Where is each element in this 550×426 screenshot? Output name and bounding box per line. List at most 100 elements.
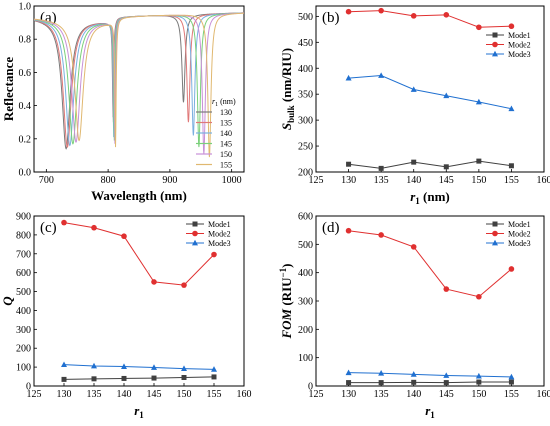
data-point-Mode1 xyxy=(181,375,187,380)
legend-marker xyxy=(492,230,498,237)
x-label-sub: 1 xyxy=(430,410,435,420)
data-point-Mode2 xyxy=(443,286,450,292)
legend-marker xyxy=(192,230,198,237)
y-tick-label: 0 xyxy=(26,382,31,393)
y-tick-label: 0.6 xyxy=(19,68,32,79)
y-tick-label: 700 xyxy=(16,249,31,260)
series-line-Mode3 xyxy=(348,75,512,110)
data-point-Mode3 xyxy=(410,371,417,377)
x-tick-label: 130 xyxy=(341,175,356,186)
legend-label: 135 xyxy=(220,119,232,128)
x-tick-label: 160 xyxy=(537,175,550,186)
y-tick-label: 0 xyxy=(308,382,313,393)
y-label-sup: −1 xyxy=(278,267,288,277)
legend-marker xyxy=(192,221,198,227)
x-axis-label: r1 xyxy=(425,403,435,420)
plot-frame xyxy=(33,5,245,173)
panel-c: 125 130 135 140 145 150 155 1600100200300400500… xyxy=(0,212,252,421)
legend-label: 155 xyxy=(220,161,232,170)
data-point-Mode3 xyxy=(378,72,385,78)
legend-label: Mode2 xyxy=(508,41,531,50)
legend-label: Mode1 xyxy=(208,220,231,229)
panel-d: 125 130 135 140 145 150 155 1600100200300400500… xyxy=(278,212,550,421)
legend-label: Mode2 xyxy=(208,230,231,239)
data-point-Mode1 xyxy=(476,158,482,164)
x-axis-label: r1 xyxy=(134,403,144,420)
x-tick-label: 160 xyxy=(237,389,252,400)
legend-marker xyxy=(492,50,498,57)
data-point-Mode2 xyxy=(476,293,482,300)
data-point-Mode1 xyxy=(508,163,514,169)
y-axis-label: Reflectance xyxy=(1,57,16,121)
data-point-Mode3 xyxy=(211,366,217,372)
x-tick-label: 145 xyxy=(147,389,162,400)
y-tick-label: 0.4 xyxy=(19,101,32,112)
y-tick-label: 800 xyxy=(16,230,31,241)
y-tick-label: 100 xyxy=(298,353,313,364)
data-point-Mode3 xyxy=(508,105,515,112)
data-point-Mode1 xyxy=(61,376,67,382)
data-point-Mode2 xyxy=(508,23,515,30)
y-tick-label: 250 xyxy=(298,142,313,153)
y-label-unit: (nm/RIU) xyxy=(279,48,294,105)
data-point-Mode3 xyxy=(61,361,67,368)
panel-a: 700 800 900 10000.00.20.40.60.81.0(a)Wavele… xyxy=(1,2,245,203)
panel-b: 125 130 135 140 145 150 155 160 200 250 300 350 400 4… xyxy=(279,5,550,206)
data-point-Mode1 xyxy=(346,380,352,386)
legend-label: 130 xyxy=(220,108,232,117)
data-point-Mode2 xyxy=(61,219,67,226)
data-point-Mode1 xyxy=(346,161,352,167)
data-point-Mode1 xyxy=(121,375,127,381)
data-point-Mode2 xyxy=(508,266,515,272)
y-label-main: S xyxy=(279,123,294,130)
data-point-Mode1 xyxy=(91,376,97,382)
legend-marker xyxy=(192,239,198,246)
y-tick-label: 0.2 xyxy=(19,134,32,145)
x-tick-label: 140 xyxy=(406,175,421,186)
data-point-Mode3 xyxy=(345,74,352,81)
x-tick-label: 125 xyxy=(309,389,324,400)
data-point-Mode1 xyxy=(508,379,514,385)
data-point-Mode2 xyxy=(211,251,217,258)
legend-label: Mode1 xyxy=(508,31,531,40)
series-line-Mode2 xyxy=(348,10,512,28)
x-tick-label: 900 xyxy=(162,175,177,186)
x-tick-label: 130 xyxy=(57,389,72,400)
y-label-main: Q xyxy=(0,296,15,306)
y-axis-label: Sbulk (nm/RIU) xyxy=(279,48,296,130)
y-tick-label: 400 xyxy=(16,306,31,317)
series-line-Mode1 xyxy=(348,160,512,169)
y-tick-label: 400 xyxy=(298,64,313,75)
y-tick-label: 100 xyxy=(16,363,31,374)
legend-label: Mode2 xyxy=(508,230,531,239)
x-tick-label: 140 xyxy=(406,389,421,400)
data-point-Mode3 xyxy=(345,369,352,376)
y-tick-label: 900 xyxy=(16,212,31,223)
panel-label: (d) xyxy=(322,220,340,236)
x-tick-label: 125 xyxy=(27,389,42,400)
legend-title-sub: 1 xyxy=(215,102,218,108)
y-tick-label: 400 xyxy=(298,268,313,279)
x-tick-label: 150 xyxy=(177,389,192,400)
y-label-unit: (RIU xyxy=(279,277,294,309)
data-point-Mode1 xyxy=(211,374,217,380)
data-point-Mode2 xyxy=(410,244,417,250)
x-label-main: r xyxy=(425,403,431,418)
legend-marker xyxy=(492,41,498,48)
y-label-sub: bulk xyxy=(286,105,296,123)
legend-marker xyxy=(492,221,498,227)
data-point-Mode3 xyxy=(443,372,450,378)
legend-label: 140 xyxy=(220,129,232,138)
panel-label: (c) xyxy=(40,220,57,236)
y-label-main: FOM xyxy=(279,308,294,339)
x-tick-label: 135 xyxy=(374,175,389,186)
data-point-Mode2 xyxy=(378,232,384,238)
x-label-unit: (nm) xyxy=(420,189,450,204)
y-tick-label: 200 xyxy=(16,344,31,355)
x-label-sub: 1 xyxy=(139,410,144,420)
data-point-Mode3 xyxy=(475,98,482,105)
x-axis-label: Wavelength (nm) xyxy=(91,188,187,203)
legend-label: Mode3 xyxy=(508,239,531,248)
series-line-Mode1 xyxy=(63,376,215,380)
data-point-Mode3 xyxy=(181,365,187,372)
